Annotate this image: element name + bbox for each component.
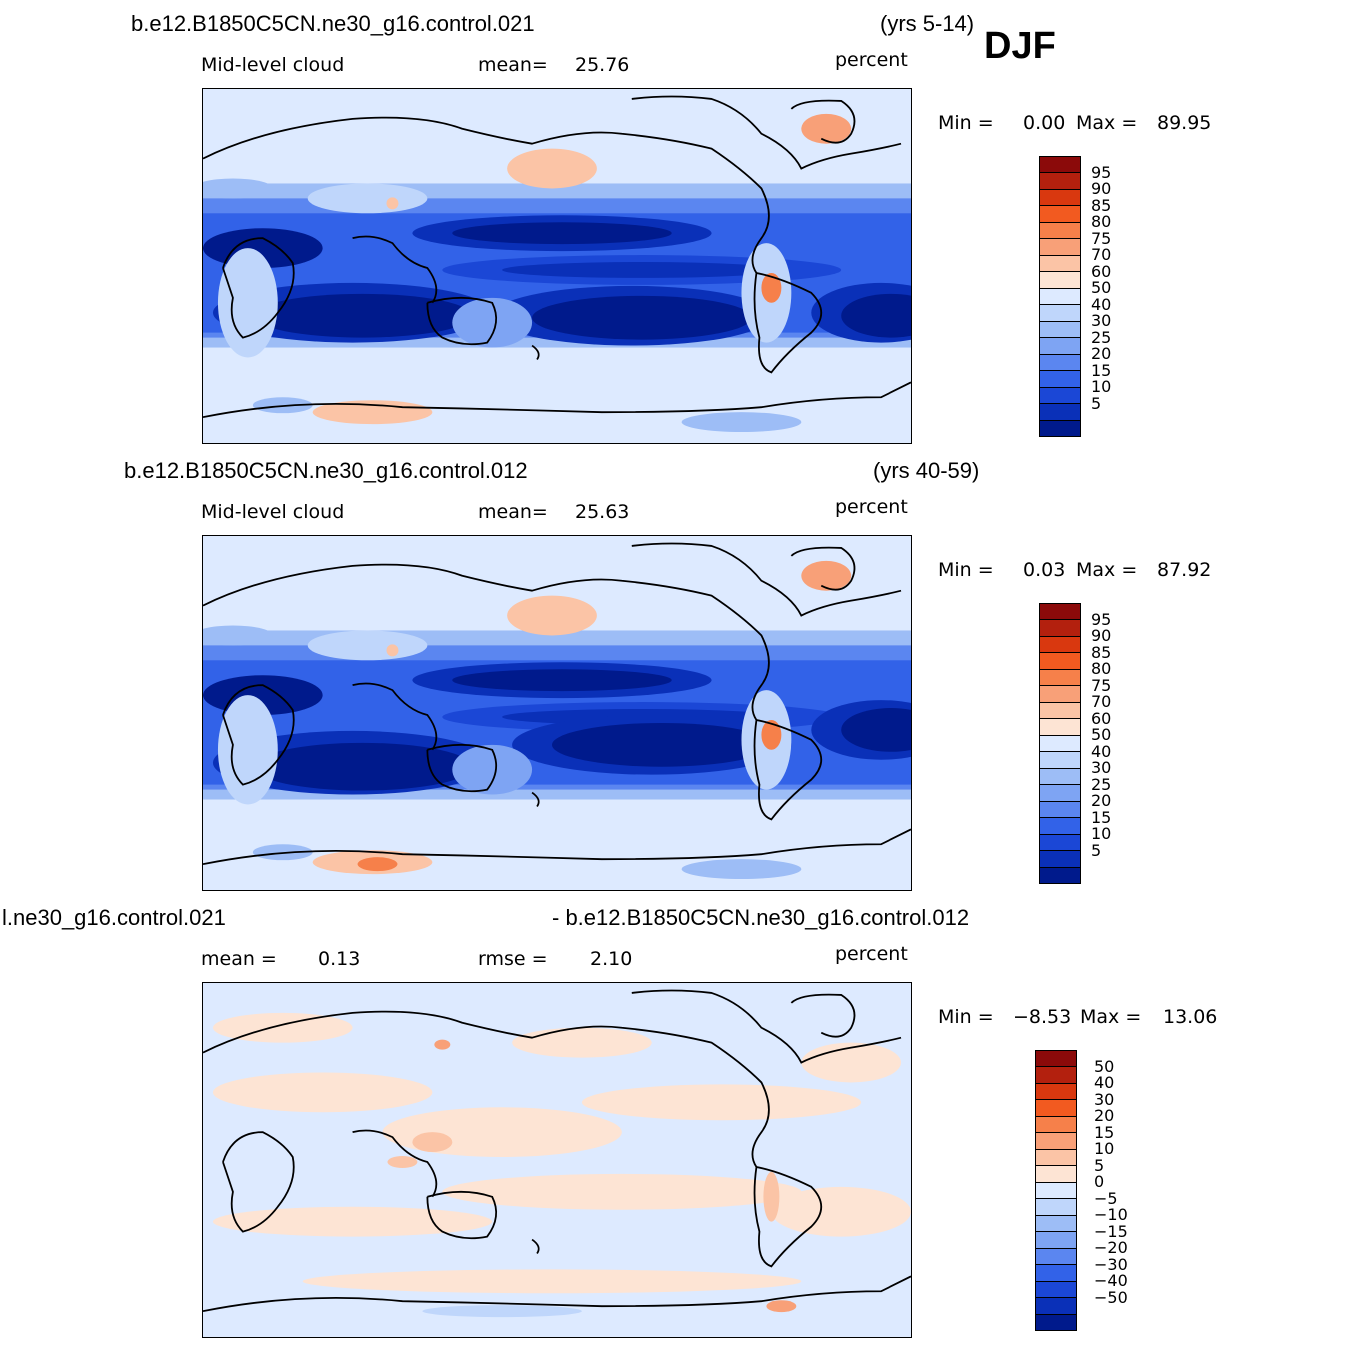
colorbar-tick-label: −5 [1094, 1188, 1118, 1208]
colorbar-tick-label: 80 [1091, 659, 1112, 679]
colorbar-tick-label: 20 [1091, 344, 1112, 364]
panel3-mean-value: 0.13 [318, 948, 361, 970]
panel1-max-label: Max = [1076, 112, 1138, 134]
colorbar-tick-label: 15 [1091, 807, 1112, 827]
colorbar-tick-label: 40 [1091, 741, 1112, 761]
panel3-colorbar [1035, 1050, 1077, 1331]
colorbar-tick-label: 70 [1091, 245, 1112, 265]
panel1-colorbar [1039, 156, 1081, 437]
colorbar-tick-label: 85 [1091, 195, 1112, 215]
panel2-variable: Mid-level cloud [201, 501, 345, 523]
panel3-rmse-label: rmse = [478, 948, 548, 970]
panel3-case-left: l.ne30_g16.control.021 [2, 905, 226, 930]
colorbar-tick-label: 40 [1091, 294, 1112, 314]
panel1-map [202, 88, 912, 444]
panel1-variable: Mid-level cloud [201, 54, 345, 76]
colorbar-tick-label: 50 [1094, 1056, 1115, 1076]
colorbar-tick-label: 0 [1094, 1172, 1105, 1192]
colorbar-tick-label: −15 [1094, 1221, 1128, 1241]
colorbar-tick-label: 10 [1091, 377, 1112, 397]
colorbar-tick-label: 40 [1094, 1073, 1115, 1093]
colorbar-tick-label: 30 [1091, 758, 1112, 778]
panel3-units: percent [835, 943, 908, 965]
colorbar-tick-label: −10 [1094, 1205, 1128, 1225]
panel3-max-label: Max = [1080, 1006, 1142, 1028]
panel2-colorbar [1039, 603, 1081, 884]
colorbar-tick-label: 30 [1094, 1089, 1115, 1109]
panel1-map-field [203, 89, 911, 443]
panel1-max-value: 89.95 [1157, 112, 1212, 134]
colorbar-tick-label: −50 [1094, 1287, 1128, 1307]
colorbar-tick-label: 5 [1091, 393, 1102, 413]
colorbar-tick-label: 25 [1091, 327, 1112, 347]
panel3-max-value: 13.06 [1163, 1006, 1218, 1028]
colorbar-tick-label: 30 [1091, 311, 1112, 331]
panel2-map-field [203, 536, 911, 890]
panel2-mean-value: 25.63 [575, 501, 630, 523]
colorbar-tick-label: 20 [1091, 791, 1112, 811]
colorbar-tick-label: 15 [1094, 1122, 1115, 1142]
colorbar-tick-label: 60 [1091, 708, 1112, 728]
colorbar-tick-label: 85 [1091, 642, 1112, 662]
colorbar-tick-label: 20 [1094, 1106, 1115, 1126]
panel2-years: (yrs 40-59) [873, 458, 980, 483]
colorbar-tick-label: −30 [1094, 1254, 1128, 1274]
panel1-units: percent [835, 49, 908, 71]
colorbar-tick-label: −20 [1094, 1238, 1128, 1258]
colorbar-tick-label: 50 [1091, 278, 1112, 298]
colorbar-tick-label: 95 [1091, 609, 1112, 629]
colorbar-tick-label: 5 [1091, 840, 1102, 860]
panel1-case-name: b.e12.B1850C5CN.ne30_g16.control.021 [131, 11, 535, 36]
colorbar-tick-label: 10 [1094, 1139, 1115, 1159]
colorbar-tick-label: 90 [1091, 179, 1112, 199]
colorbar-tick-label: 25 [1091, 774, 1112, 794]
colorbar-tick-label: 80 [1091, 212, 1112, 232]
colorbar-tick-label: 15 [1091, 360, 1112, 380]
panel1-min-value: 0.00 [1023, 112, 1066, 134]
panel2-map [202, 535, 912, 891]
panel3-map-field [203, 983, 911, 1337]
panel1-min-label: Min = [938, 112, 994, 134]
panel2-min-label: Min = [938, 559, 994, 581]
colorbar-tick-label: 5 [1094, 1155, 1105, 1175]
panel3-map [202, 982, 912, 1338]
colorbar-tick-label: 95 [1091, 162, 1112, 182]
panel3-rmse-value: 2.10 [590, 948, 633, 970]
panel2-units: percent [835, 496, 908, 518]
panel2-max-label: Max = [1076, 559, 1138, 581]
colorbar-tick-label: 50 [1091, 725, 1112, 745]
colorbar-tick-label: −40 [1094, 1271, 1128, 1291]
colorbar-tick-label: 70 [1091, 692, 1112, 712]
panel1-mean-label: mean= [478, 54, 548, 76]
panel2-mean-label: mean= [478, 501, 548, 523]
season-label: DJF [984, 25, 1056, 67]
panel1-years: (yrs 5-14) [880, 11, 975, 36]
colorbar-tick-label: 75 [1091, 675, 1112, 695]
panel3-min-value: −8.53 [1013, 1006, 1072, 1028]
panel3-case-right: - b.e12.B1850C5CN.ne30_g16.control.012 [552, 905, 970, 930]
panel1-mean-value: 25.76 [575, 54, 630, 76]
colorbar-tick-label: 60 [1091, 261, 1112, 281]
panel2-case-name: b.e12.B1850C5CN.ne30_g16.control.012 [124, 458, 528, 483]
colorbar-tick-label: 10 [1091, 824, 1112, 844]
panel3-mean-label: mean = [201, 948, 277, 970]
colorbar-tick-label: 75 [1091, 228, 1112, 248]
panel2-min-value: 0.03 [1023, 559, 1066, 581]
panel2-max-value: 87.92 [1157, 559, 1212, 581]
panel3-min-label: Min = [938, 1006, 994, 1028]
colorbar-tick-label: 90 [1091, 626, 1112, 646]
